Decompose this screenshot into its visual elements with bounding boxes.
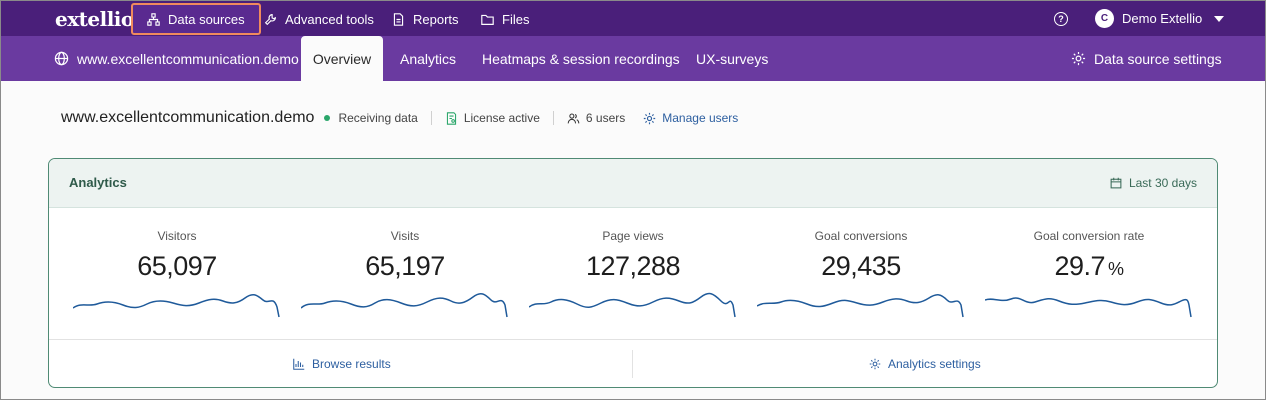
tab-heatmaps[interactable]: Heatmaps & session recordings — [482, 36, 680, 81]
calendar-icon — [1110, 177, 1122, 189]
user-menu[interactable]: C Demo Extellio — [1095, 9, 1225, 28]
site-selector-label: www.excellentcommunication.demo — [77, 50, 299, 67]
metric-label: Goal conversions — [814, 229, 908, 243]
data-source-bar: www.excellentcommunication.demo Analytic… — [1, 36, 1265, 81]
nav-files[interactable]: Files — [481, 3, 529, 35]
wrench-icon — [264, 13, 276, 25]
visitors-sparkline — [73, 293, 280, 318]
tab-ux-surveys-label: UX-surveys — [696, 50, 769, 67]
help-icon[interactable]: ? — [1054, 12, 1068, 26]
tab-analytics[interactable]: Analytics — [400, 36, 456, 81]
metric-visits: Visits 65,197 — [300, 229, 510, 282]
metric-goal-conversions: Goal conversions 29,435 — [756, 229, 966, 282]
license-text: License active — [463, 111, 540, 125]
user-count: 6 users — [567, 111, 625, 125]
data-source-settings-button[interactable]: Data source settings — [1071, 36, 1222, 81]
tab-analytics-label: Analytics — [400, 50, 457, 67]
visits-sparkline — [301, 292, 508, 318]
tab-overview[interactable]: Overview — [301, 36, 383, 81]
site-selector[interactable]: www.excellentcommunication.demo — [54, 36, 299, 81]
tab-ux-surveys[interactable]: UX-surveys — [696, 36, 768, 81]
tab-heatmaps-label: Heatmaps & session recordings — [482, 50, 680, 67]
divider — [552, 111, 554, 125]
goal-conversions-sparkline — [757, 294, 964, 318]
status-text: Receiving data — [338, 111, 418, 125]
gear-icon — [1071, 51, 1086, 66]
analytics-settings-label: Analytics settings — [888, 357, 981, 371]
analytics-card-header: Analytics Last 30 days — [49, 159, 1217, 208]
divider — [632, 350, 633, 378]
page-title: www.excellentcommunication.demo — [61, 109, 315, 126]
user-count-text: 6 users — [585, 111, 626, 125]
license-icon — [446, 111, 456, 125]
avatar: C — [1095, 9, 1114, 28]
sitemap-icon — [147, 12, 160, 26]
metric-label: Visits — [390, 229, 420, 243]
nav-data-sources-label: Data sources — [168, 11, 245, 27]
license-status: License active — [445, 111, 540, 125]
analytics-settings-link[interactable]: Analytics settings — [869, 357, 981, 371]
metric-value: 127,288 — [585, 251, 681, 281]
user-name: Demo Extellio — [1122, 11, 1203, 26]
browse-results-label: Browse results — [312, 357, 391, 371]
metric-label: Visitors — [157, 229, 197, 243]
metric-visitors: Visitors 65,097 — [72, 229, 282, 282]
metric-label: Goal conversion rate — [1033, 229, 1145, 243]
nav-reports[interactable]: Reports — [392, 3, 459, 35]
bar-chart-icon — [293, 358, 305, 370]
globe-icon — [54, 51, 69, 66]
users-icon — [567, 113, 580, 123]
goal-conversion-rate-sparkline — [985, 297, 1192, 318]
tab-overview-label: Overview — [312, 50, 372, 67]
nav-reports-label: Reports — [413, 11, 459, 27]
data-source-settings-label: Data source settings — [1094, 50, 1222, 67]
metric-goal-conversion-rate: Goal conversion rate 29.7% — [984, 229, 1194, 282]
manage-users-label: Manage users — [662, 111, 739, 125]
nav-files-label: Files — [502, 11, 530, 27]
manage-users-link[interactable]: Manage users — [643, 111, 738, 125]
page-views-sparkline — [529, 292, 736, 318]
status-dot — [324, 115, 331, 121]
browse-results-link[interactable]: Browse results — [293, 357, 391, 371]
date-range-label: Last 30 days — [1128, 176, 1197, 190]
document-icon — [393, 12, 404, 26]
folder-icon — [481, 14, 494, 25]
metric-page-views: Page views 127,288 — [528, 229, 738, 282]
top-navigation-bar: extellio Data sources Advanced tools Rep… — [1, 1, 1265, 36]
metric-label: Page views — [602, 229, 664, 243]
metric-value: 29,435 — [821, 251, 901, 281]
nav-data-sources[interactable]: Data sources — [131, 3, 261, 35]
gear-icon — [644, 112, 656, 124]
analytics-card-footer: Browse results Analytics settings — [49, 339, 1217, 387]
metric-value: 65,097 — [137, 251, 217, 281]
nav-advanced-tools-label: Advanced tools — [285, 11, 374, 27]
site-info-row: www.excellentcommunication.demo Receivin… — [61, 108, 738, 128]
nav-advanced-tools[interactable]: Advanced tools — [264, 3, 374, 35]
metric-value: 65,197 — [365, 251, 445, 281]
date-range-selector[interactable]: Last 30 days — [1110, 176, 1197, 190]
divider — [430, 111, 432, 125]
analytics-card-title: Analytics — [69, 175, 127, 190]
metric-value: 29.7% — [1054, 251, 1124, 281]
gear-icon — [869, 358, 881, 370]
chevron-down-icon — [1214, 15, 1225, 22]
extellio-logo[interactable]: extellio — [55, 7, 134, 31]
analytics-card: Analytics Last 30 days Visitors 65,097 V… — [48, 158, 1218, 388]
